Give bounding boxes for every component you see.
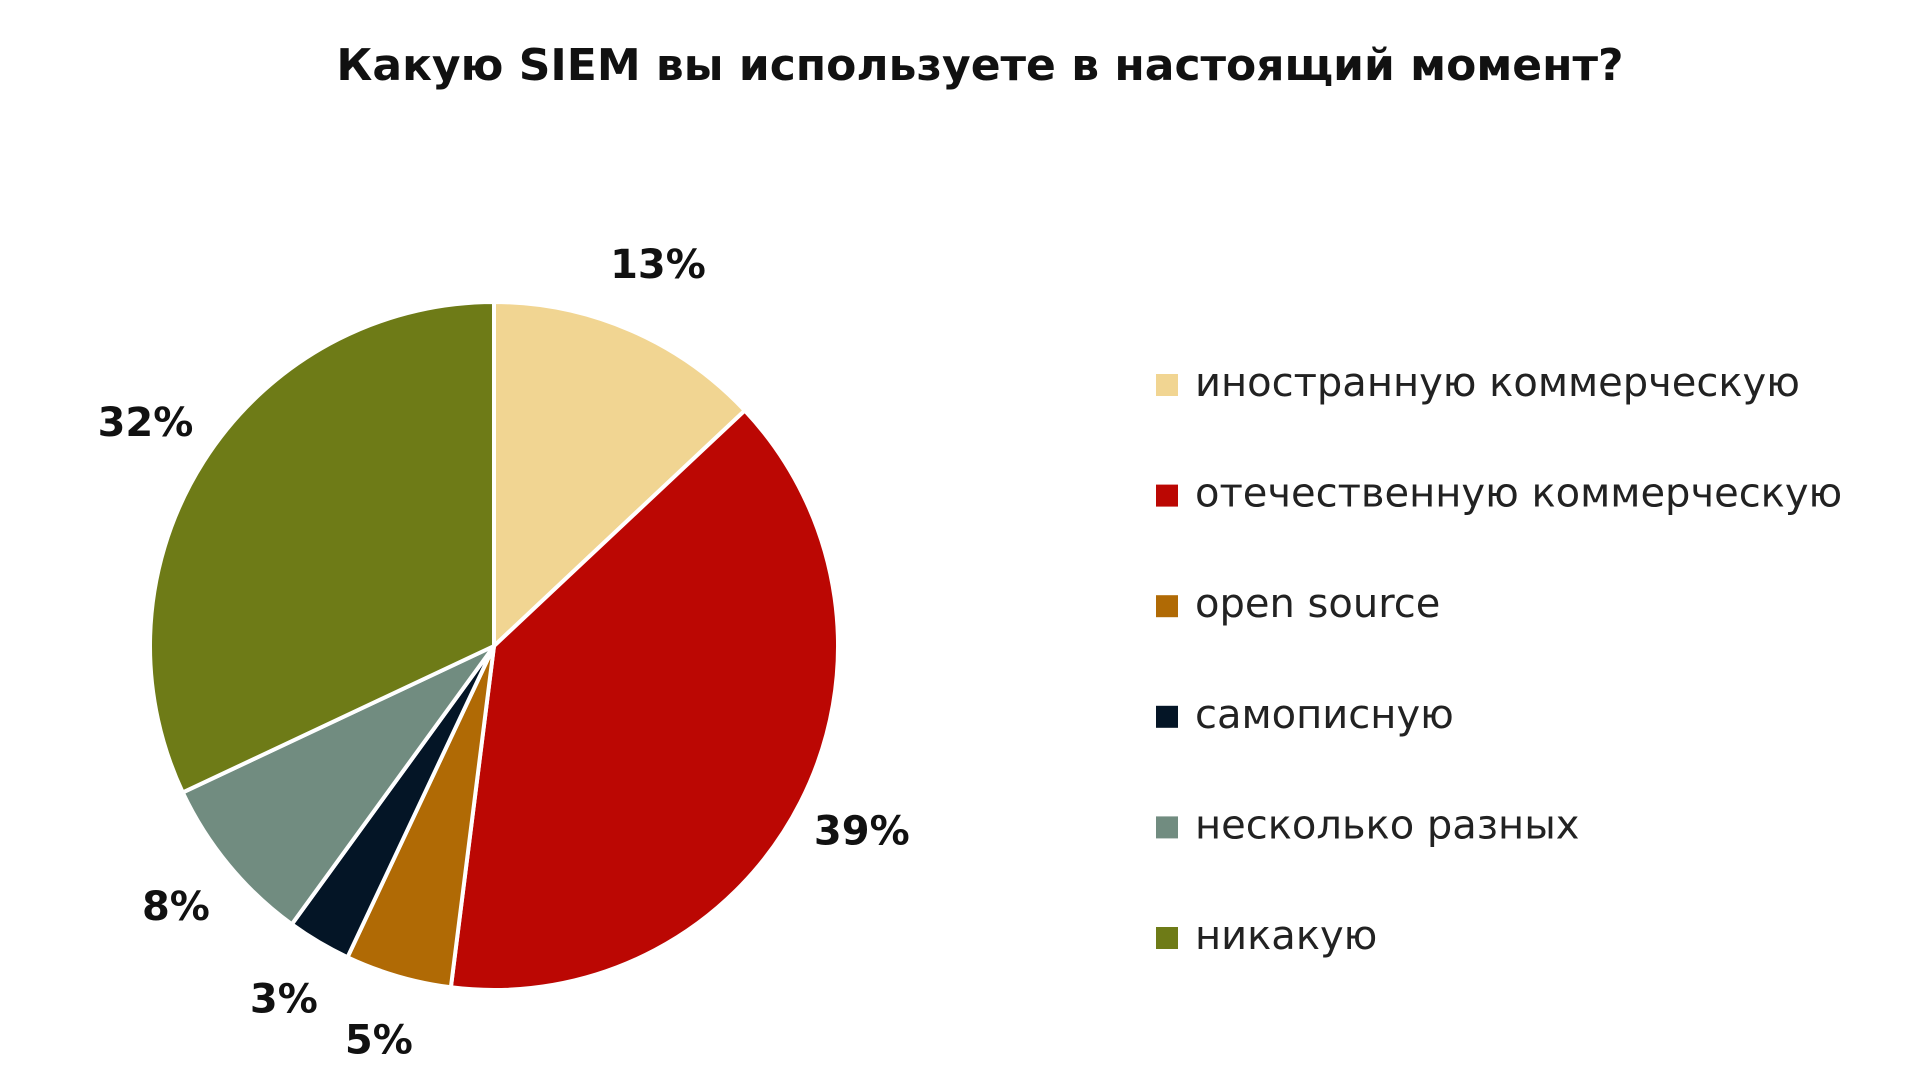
pie-slice [448,407,840,992]
legend-swatch [1156,374,1178,396]
pie-slice [180,644,496,928]
legend-label: open source [1195,581,1440,627]
data-label: 8% [142,884,210,930]
data-label: 3% [250,976,318,1022]
chart-title: Какую SIEM вы используете в настоящий мо… [336,40,1623,91]
pie-slice [148,299,496,796]
legend-label: никакую [1195,913,1377,959]
legend-label: несколько разных [1195,802,1579,848]
data-label: 32% [98,400,194,446]
legend-swatch [1156,816,1178,839]
legend-label: самописную [1195,692,1454,738]
legend-label: отечественную коммерческую [1195,471,1842,517]
data-label: 13% [610,242,706,288]
data-label: 39% [814,808,910,854]
legend-swatch [1156,927,1178,949]
legend-swatch [1156,705,1178,728]
pie-slice [492,299,748,651]
legend-label: иностранную коммерческую [1195,360,1800,406]
legend-swatch [1156,595,1178,618]
data-label: 5% [345,1017,413,1063]
legend-swatch [1156,484,1178,507]
